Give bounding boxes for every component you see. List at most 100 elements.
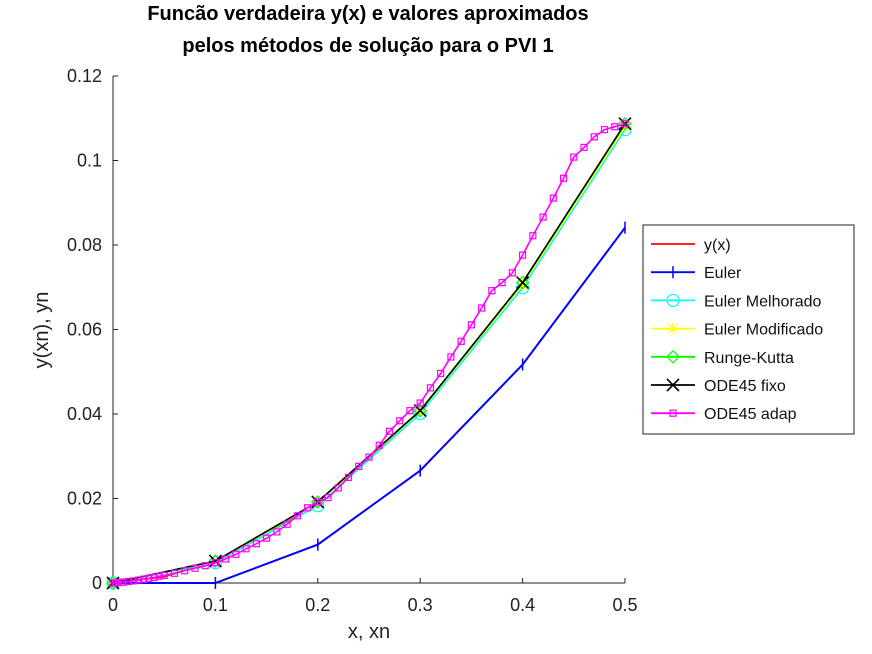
data-point-ode45-adap <box>242 545 250 553</box>
data-point-runge-kutta <box>413 403 428 418</box>
legend-label-euler-modificado: Euler Modificado <box>704 322 823 339</box>
data-point-ode45-adap <box>129 577 138 585</box>
series-line-euler <box>113 227 626 584</box>
legend-label-euler: Euler <box>704 265 742 282</box>
data-point-ode45-adap <box>529 232 537 240</box>
data-point-ode45-adap <box>426 384 435 392</box>
data-point-ode45-adap <box>344 473 353 481</box>
data-point-ode45-adap <box>355 462 363 470</box>
legend-marker-euler-melhorado <box>666 293 680 307</box>
legend-entry-y-x-: y(x) <box>651 237 731 254</box>
y-tick-label: 0.06 <box>67 320 102 340</box>
x-tick-label: 0.4 <box>510 595 535 615</box>
data-point-ode45-adap <box>396 417 404 425</box>
data-point-ode45-adap <box>488 287 496 295</box>
x-tick-label: 0.3 <box>408 595 433 615</box>
legend-entry-euler-melhorado: Euler Melhorado <box>651 293 822 310</box>
data-point-runge-kutta <box>515 275 530 290</box>
data-point-ode45-adap <box>314 498 322 506</box>
x-tick-label: 0.2 <box>305 595 330 615</box>
legend-label-ode45-adap: ODE45 adap <box>704 406 797 423</box>
data-point-ode45-adap <box>150 573 158 582</box>
data-point-ode45-adap <box>263 534 271 542</box>
data-point-ode45-adap <box>437 369 445 378</box>
data-point-ode45-adap <box>416 399 424 407</box>
data-point-ode45-adap <box>385 427 394 435</box>
data-point-ode45-adap <box>303 504 312 512</box>
data-point-ode45-adap <box>252 540 260 548</box>
legend-label-runge-kutta: Runge-Kutta <box>704 350 794 367</box>
legend: y(x) Euler Euler Melhorado Euler Modificado… <box>642 224 855 435</box>
data-point-ode45-adap <box>600 126 609 134</box>
data-point-ode45-adap <box>457 337 465 345</box>
legend-entry-euler-modificado: Euler Modificado <box>651 322 823 339</box>
axes: 0 0.1 0.2 0.3 0.4 0.5 0 0.02 0.04 0.06 0.08 0.1 0.12 <box>67 66 638 615</box>
data-point-ode45-adap <box>549 194 557 202</box>
y-axis-label: y(xn), yn <box>31 292 53 369</box>
data-point-ode45-adap <box>135 576 143 584</box>
data-point-runge-kutta <box>106 576 120 590</box>
data-point-ode45-adap <box>334 484 342 492</box>
data-point-ode45-adap <box>160 571 168 579</box>
data-point-ode45-adap <box>365 453 373 461</box>
data-point-ode45-fixo <box>516 276 530 290</box>
legend-marker-euler-modificado <box>667 322 679 335</box>
data-point-ode45-adap <box>406 407 414 415</box>
y-tick-label: 0.04 <box>67 404 102 424</box>
series-ode45-adap <box>109 120 629 587</box>
y-tick-label: 0 <box>92 573 102 593</box>
data-point-runge-kutta <box>618 116 632 131</box>
data-point-ode45-fixo <box>208 554 222 568</box>
legend-label-y-x-: y(x) <box>704 237 731 254</box>
data-point-euler-modificado <box>516 278 529 291</box>
x-tick-label: 0 <box>108 595 118 615</box>
data-point-ode45-adap <box>508 269 516 277</box>
series-layer <box>106 116 632 590</box>
data-point-ode45-adap <box>324 494 332 502</box>
data-point-ode45-adap <box>498 279 506 287</box>
data-point-ode45-adap <box>155 572 163 580</box>
data-point-ode45-adap <box>119 578 127 586</box>
data-point-ode45-adap <box>447 353 455 361</box>
data-point-ode45-adap <box>283 520 291 528</box>
legend-entry-runge-kutta: Runge-Kutta <box>651 350 794 367</box>
data-point-ode45-adap <box>580 143 588 152</box>
data-point-ode45-adap <box>478 304 486 312</box>
data-point-ode45-adap <box>273 528 281 536</box>
data-point-ode45-adap <box>467 321 475 329</box>
data-point-ode45-adap <box>211 559 219 567</box>
data-point-ode45-adap <box>145 574 153 582</box>
chart-title-line-2: pelos métodos de solução para o PVI 1 <box>182 35 553 57</box>
data-point-ode45-adap <box>293 512 301 520</box>
data-point-ode45-adap <box>375 441 383 449</box>
data-point-ode45-adap <box>570 153 578 161</box>
data-point-ode45-adap <box>611 123 619 131</box>
x-tick-label: 0.5 <box>612 595 637 615</box>
data-point-ode45-adap <box>124 577 132 586</box>
legend-marker-ode45-adap <box>669 409 677 417</box>
data-point-ode45-adap <box>232 550 240 558</box>
data-point-ode45-adap <box>518 251 527 259</box>
legend-label-ode45-fixo: ODE45 fixo <box>704 378 786 395</box>
data-point-ode45-adap <box>201 562 209 570</box>
legend-marker-ode45-fixo <box>666 378 680 392</box>
y-tick-label: 0.08 <box>67 235 102 255</box>
data-point-ode45-adap <box>140 575 148 583</box>
legend-entry-ode45-adap: ODE45 adap <box>651 406 797 423</box>
data-point-ode45-adap <box>621 120 629 128</box>
data-point-ode45-adap <box>191 564 199 572</box>
y-tick-label: 0.12 <box>67 66 102 86</box>
data-point-ode45-adap <box>539 213 547 221</box>
legend-entry-ode45-fixo: ODE45 fixo <box>651 378 786 395</box>
y-tick-label: 0.02 <box>67 489 102 509</box>
legend-entry-euler: Euler <box>651 265 742 282</box>
data-point-ode45-adap <box>590 133 598 141</box>
data-point-ode45-adap <box>559 174 568 182</box>
data-point-ode45-adap <box>181 567 189 575</box>
legend-marker-runge-kutta <box>666 349 680 364</box>
data-point-ode45-adap <box>222 555 230 563</box>
chart-title-line-1: Funcão verdadeira y(x) e valores aproxim… <box>147 3 588 25</box>
data-point-ode45-adap <box>170 569 179 577</box>
x-tick-label: 0.1 <box>203 595 228 615</box>
